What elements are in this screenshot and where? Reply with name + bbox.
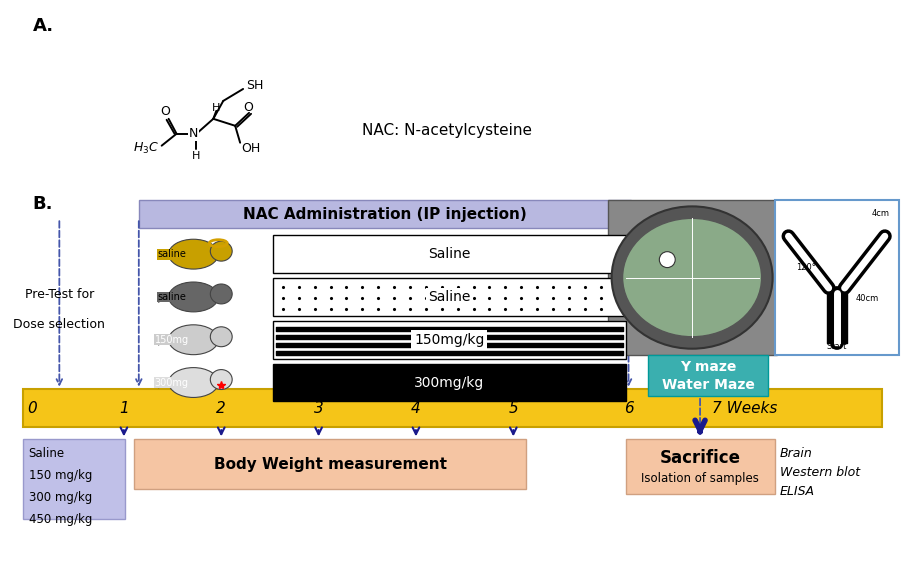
Text: Water Maze: Water Maze: [662, 378, 755, 392]
Ellipse shape: [611, 206, 773, 349]
Text: 300mg/kg: 300mg/kg: [414, 376, 485, 390]
Bar: [273, 364, 625, 402]
Ellipse shape: [169, 368, 218, 398]
Text: Pre-Test for

Dose selection: Pre-Test for Dose selection: [14, 288, 106, 331]
Text: B.: B.: [32, 196, 53, 213]
Ellipse shape: [210, 241, 232, 261]
Text: H: H: [192, 150, 201, 161]
Bar: [139, 200, 631, 228]
Text: 4cm: 4cm: [872, 209, 890, 219]
Bar: [775, 200, 899, 355]
Bar: [273, 321, 625, 359]
Bar: [648, 355, 767, 396]
Text: 5: 5: [509, 401, 518, 416]
Text: Body Weight measurement: Body Weight measurement: [214, 456, 446, 472]
Text: 7 Weeks: 7 Weeks: [712, 401, 778, 416]
Ellipse shape: [169, 282, 218, 312]
Bar: [625, 439, 775, 494]
Text: 1: 1: [119, 401, 129, 416]
Text: saline: saline: [157, 292, 186, 302]
Text: Sacrifice: Sacrifice: [659, 450, 741, 467]
Text: Saline
150 mg/kg
300 mg/kg
450 mg/kg: Saline 150 mg/kg 300 mg/kg 450 mg/kg: [28, 447, 92, 526]
Text: $H_3C$: $H_3C$: [133, 141, 159, 156]
Circle shape: [659, 252, 676, 268]
Text: A.: A.: [32, 17, 53, 35]
Text: NAC: N-acetylcysteine: NAC: N-acetylcysteine: [363, 123, 532, 138]
Ellipse shape: [210, 284, 232, 304]
Text: 2: 2: [217, 401, 226, 416]
Text: 300mg: 300mg: [154, 378, 188, 387]
Text: Isolation of samples: Isolation of samples: [641, 472, 759, 485]
Bar: [273, 235, 625, 273]
Text: OH: OH: [241, 142, 261, 155]
Text: 0: 0: [28, 401, 38, 416]
Text: 3: 3: [314, 401, 323, 416]
Ellipse shape: [622, 219, 762, 337]
Text: 150mg: 150mg: [154, 335, 189, 345]
Text: saline: saline: [157, 249, 186, 259]
Ellipse shape: [210, 370, 232, 390]
Text: 4: 4: [411, 401, 420, 416]
Text: Y maze: Y maze: [680, 360, 736, 374]
Bar: [273, 278, 625, 316]
Ellipse shape: [169, 325, 218, 355]
Ellipse shape: [210, 327, 232, 347]
Text: Saline: Saline: [428, 290, 470, 304]
Bar: [134, 439, 526, 489]
Text: Brain
Western blot
ELISA: Brain Western blot ELISA: [779, 447, 859, 498]
Text: NAC Administration (IP injection): NAC Administration (IP injection): [242, 207, 527, 222]
Text: H: H: [212, 103, 220, 113]
Text: 150mg/kg: 150mg/kg: [414, 333, 485, 347]
Bar: [608, 200, 777, 355]
Text: 40cm: 40cm: [856, 293, 879, 303]
Text: Start: Start: [826, 341, 846, 351]
Bar: [23, 439, 125, 519]
Text: O: O: [161, 105, 171, 118]
Bar: [23, 390, 882, 427]
Text: N: N: [189, 127, 198, 140]
Ellipse shape: [169, 239, 218, 269]
Text: Saline: Saline: [428, 247, 470, 261]
Text: SH: SH: [246, 80, 263, 93]
Text: 120°: 120°: [797, 263, 816, 272]
Text: 6: 6: [623, 401, 633, 416]
Text: O: O: [243, 101, 253, 114]
